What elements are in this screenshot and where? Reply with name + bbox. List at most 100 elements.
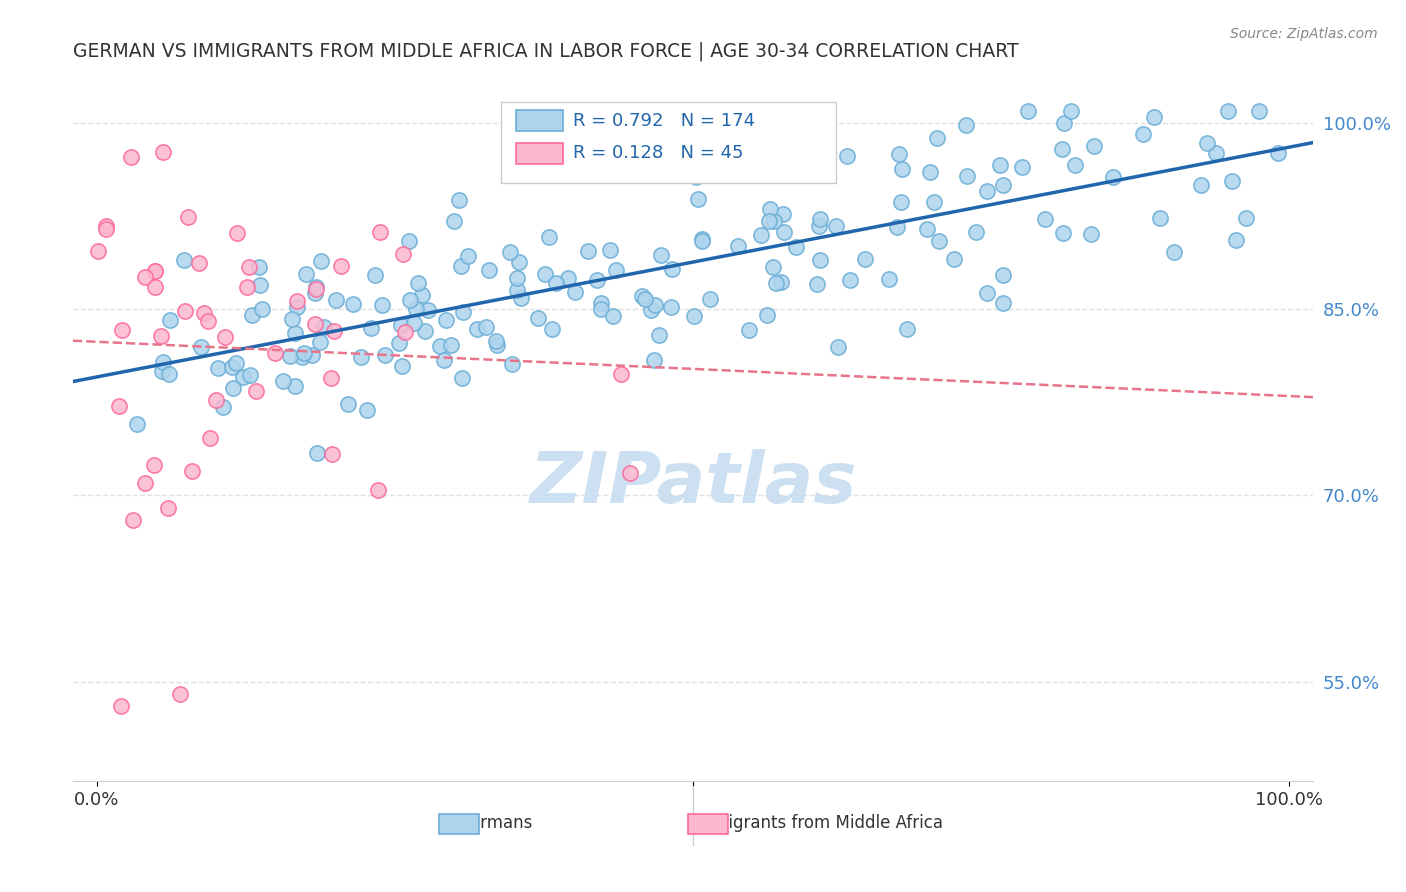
Point bbox=[564, 285, 586, 299]
Point bbox=[120, 150, 142, 164]
Point bbox=[955, 118, 977, 132]
Point bbox=[150, 364, 173, 378]
Point bbox=[301, 348, 323, 362]
Point bbox=[247, 260, 270, 275]
Point bbox=[1102, 170, 1125, 185]
Point bbox=[1197, 136, 1219, 150]
Point bbox=[143, 279, 166, 293]
Point bbox=[633, 292, 655, 306]
Point bbox=[1225, 233, 1247, 247]
Point bbox=[321, 446, 343, 460]
Point bbox=[599, 244, 621, 258]
Point bbox=[304, 286, 326, 301]
Point bbox=[389, 318, 412, 333]
Point bbox=[544, 276, 567, 290]
Point bbox=[336, 397, 359, 411]
Point bbox=[1143, 110, 1166, 124]
Point bbox=[374, 348, 396, 362]
Point bbox=[96, 219, 118, 234]
Point bbox=[314, 320, 336, 334]
FancyBboxPatch shape bbox=[439, 814, 478, 834]
Point bbox=[197, 314, 219, 328]
Point bbox=[991, 295, 1014, 310]
Point bbox=[839, 273, 862, 287]
Point bbox=[110, 699, 132, 714]
Point bbox=[325, 293, 347, 308]
Point bbox=[284, 378, 307, 392]
Point bbox=[915, 222, 938, 236]
FancyBboxPatch shape bbox=[688, 814, 728, 834]
Point bbox=[877, 272, 900, 286]
Point bbox=[1249, 103, 1271, 118]
Point bbox=[534, 267, 557, 281]
Point bbox=[688, 192, 710, 206]
Point bbox=[107, 399, 129, 413]
Point bbox=[1267, 145, 1289, 160]
Point bbox=[402, 316, 425, 330]
Point bbox=[263, 346, 285, 360]
Point bbox=[232, 369, 254, 384]
Point bbox=[808, 252, 831, 267]
Point bbox=[305, 280, 328, 294]
Point bbox=[699, 292, 721, 306]
Point bbox=[772, 207, 794, 221]
Point bbox=[755, 308, 778, 322]
Point bbox=[367, 483, 389, 498]
Text: R = 0.792   N = 174: R = 0.792 N = 174 bbox=[572, 112, 755, 130]
Point bbox=[193, 306, 215, 320]
Point bbox=[134, 475, 156, 490]
Point bbox=[177, 210, 200, 224]
Point bbox=[465, 322, 488, 336]
Point bbox=[207, 360, 229, 375]
Point bbox=[891, 161, 914, 176]
Point bbox=[976, 184, 998, 198]
Point bbox=[226, 226, 249, 240]
Text: Germans: Germans bbox=[457, 814, 533, 832]
Point bbox=[111, 323, 134, 337]
Point bbox=[249, 278, 271, 293]
Point bbox=[285, 300, 308, 314]
Point bbox=[1189, 178, 1212, 192]
Point bbox=[304, 318, 326, 332]
Point bbox=[1052, 226, 1074, 240]
Point bbox=[121, 513, 143, 527]
Point bbox=[557, 271, 579, 285]
Point bbox=[640, 303, 662, 318]
Point bbox=[416, 302, 439, 317]
Point bbox=[526, 311, 548, 326]
FancyBboxPatch shape bbox=[516, 143, 562, 164]
Point bbox=[661, 262, 683, 277]
Point bbox=[443, 214, 465, 228]
Point bbox=[280, 311, 302, 326]
Point bbox=[1017, 103, 1039, 118]
Point bbox=[988, 158, 1011, 172]
Point bbox=[589, 296, 612, 310]
Point bbox=[499, 245, 522, 260]
Point bbox=[143, 458, 166, 472]
Point bbox=[1216, 103, 1239, 118]
Point bbox=[993, 178, 1015, 192]
Point bbox=[965, 225, 987, 239]
Point bbox=[1053, 116, 1076, 130]
Point bbox=[1033, 212, 1056, 227]
Point bbox=[292, 345, 315, 359]
Point bbox=[239, 368, 262, 382]
Point bbox=[157, 500, 180, 515]
Point bbox=[305, 446, 328, 460]
Point bbox=[853, 252, 876, 267]
Point bbox=[610, 367, 633, 381]
Point bbox=[200, 431, 222, 445]
Point bbox=[356, 403, 378, 417]
Point bbox=[602, 309, 624, 323]
Point bbox=[759, 202, 782, 216]
Point bbox=[682, 309, 704, 323]
Point bbox=[434, 312, 457, 326]
Point bbox=[394, 325, 416, 339]
Point bbox=[391, 247, 413, 261]
Point bbox=[1220, 174, 1243, 188]
Point bbox=[451, 305, 474, 319]
Point bbox=[1132, 127, 1154, 141]
Point bbox=[763, 213, 786, 227]
Point bbox=[1060, 103, 1083, 118]
Point bbox=[501, 357, 523, 371]
